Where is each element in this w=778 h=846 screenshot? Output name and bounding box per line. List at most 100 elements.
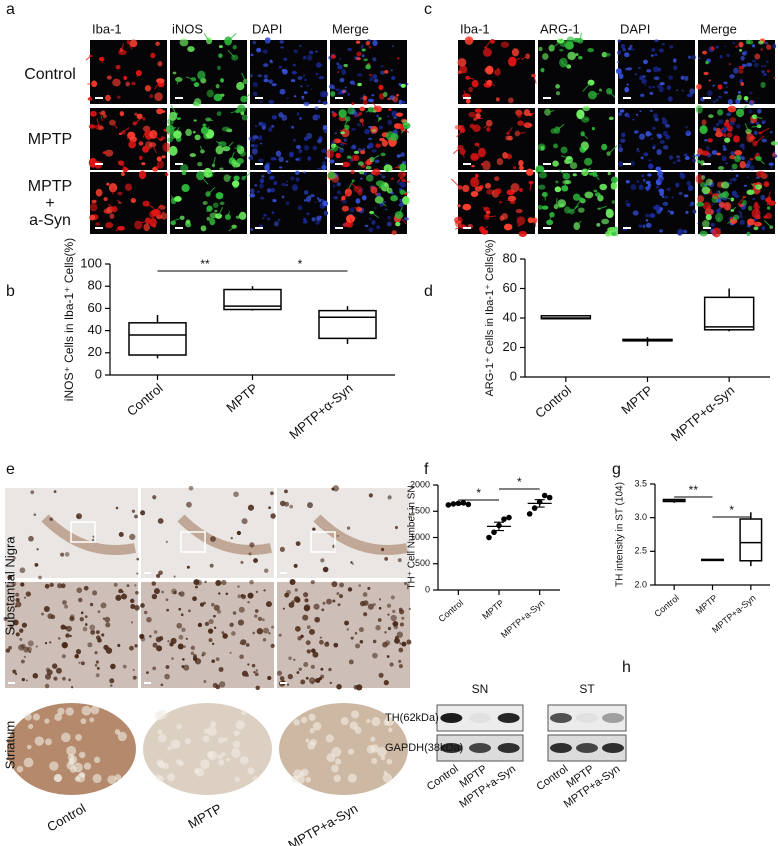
cell — [724, 137, 731, 143]
cell — [771, 152, 776, 157]
cell — [95, 222, 100, 226]
cell — [303, 190, 309, 195]
process — [718, 127, 724, 135]
cell — [263, 63, 269, 68]
neuron — [160, 683, 164, 687]
cell — [725, 85, 729, 89]
cell — [652, 205, 659, 210]
panel-label: e — [6, 461, 15, 478]
bundle — [162, 762, 169, 770]
cell — [376, 225, 380, 230]
process — [142, 128, 148, 138]
cell — [739, 219, 745, 226]
cell — [564, 206, 571, 214]
bundle — [194, 768, 200, 774]
blot-band — [440, 743, 463, 753]
cell — [142, 145, 149, 153]
neuron — [173, 575, 176, 578]
neuron — [15, 601, 22, 608]
neuron — [132, 668, 135, 672]
bundle — [388, 727, 393, 733]
y-tick-label: 3.0 — [634, 512, 647, 522]
cell — [677, 228, 683, 234]
process — [234, 147, 241, 151]
neuron — [190, 645, 195, 650]
bundle — [309, 727, 315, 734]
neuron — [372, 639, 377, 644]
neuron — [255, 590, 258, 594]
neuron — [336, 534, 339, 538]
cell — [402, 196, 410, 205]
data-point — [526, 511, 533, 517]
cell — [321, 148, 327, 154]
bundle — [247, 767, 255, 775]
neuron — [229, 651, 232, 654]
y-tick-label: 80 — [503, 250, 517, 265]
process — [753, 118, 757, 122]
neuron — [115, 506, 119, 510]
cell — [499, 200, 503, 204]
bundle — [114, 774, 122, 781]
process — [127, 41, 133, 50]
neuron — [62, 676, 66, 681]
process — [230, 110, 238, 114]
cell — [220, 78, 225, 83]
process — [462, 151, 465, 158]
neuron — [263, 627, 270, 634]
cell — [168, 145, 178, 156]
cell — [454, 124, 462, 130]
cell — [636, 179, 640, 183]
cell — [626, 114, 631, 119]
micrograph — [170, 32, 252, 107]
cell — [746, 62, 753, 67]
neuron — [28, 650, 32, 654]
process — [185, 76, 194, 80]
cell — [715, 127, 721, 133]
cell — [667, 210, 670, 213]
neuron — [240, 639, 247, 646]
cell — [138, 155, 143, 160]
process — [397, 173, 405, 183]
neuron — [375, 625, 381, 631]
process — [533, 75, 537, 84]
error-bar — [534, 499, 545, 508]
neuron — [372, 652, 378, 659]
neuron — [28, 535, 34, 542]
bundle — [210, 721, 217, 728]
neuron — [36, 548, 39, 551]
neuron — [54, 677, 57, 680]
cell — [659, 81, 665, 86]
cell — [121, 130, 126, 135]
neuron — [288, 602, 295, 608]
neuron — [401, 616, 405, 620]
neuron — [129, 645, 134, 651]
y-tick-label: 100 — [80, 255, 102, 270]
neuron — [140, 603, 145, 608]
cell — [88, 124, 96, 129]
cell — [739, 143, 745, 148]
cell — [212, 202, 219, 208]
cell — [357, 207, 363, 212]
cell — [669, 210, 674, 215]
bundle — [305, 776, 312, 783]
cell — [141, 162, 146, 166]
neuron — [351, 562, 354, 565]
cell — [742, 147, 745, 150]
bundle — [253, 776, 259, 782]
cell — [760, 81, 766, 88]
neuron — [303, 592, 309, 598]
cell — [725, 162, 728, 165]
cell — [200, 225, 207, 232]
process — [371, 212, 380, 219]
neuron — [5, 648, 11, 653]
cell — [281, 183, 287, 187]
cell — [268, 99, 275, 104]
cell — [336, 182, 342, 187]
cell — [495, 97, 500, 102]
cell — [358, 111, 363, 116]
cell — [341, 161, 351, 168]
cell — [273, 180, 278, 186]
neuron — [271, 625, 275, 629]
neuron — [313, 603, 320, 610]
neuron — [407, 515, 411, 519]
